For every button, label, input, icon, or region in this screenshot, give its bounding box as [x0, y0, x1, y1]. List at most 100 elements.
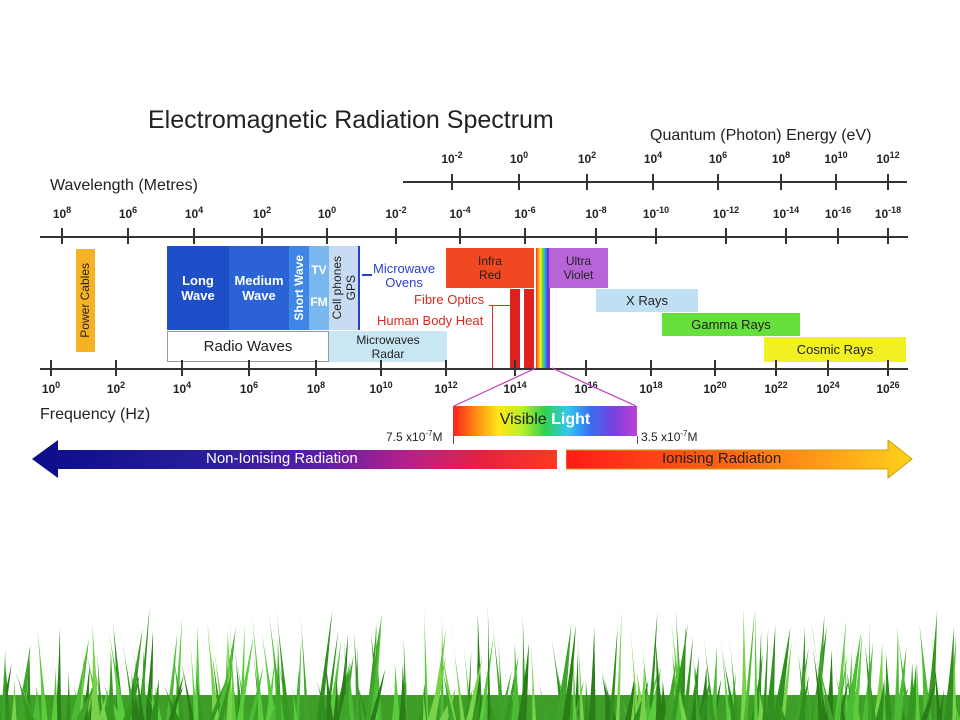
fibre-optics-pointer: [489, 305, 513, 306]
visible-light-word2: Light: [551, 411, 591, 428]
frequency-axis-tick: [315, 360, 317, 376]
microwaves-radar-band: Microwaves Radar: [329, 331, 447, 362]
non-ionising-label: Non-Ionising Radiation: [206, 450, 358, 467]
energy-axis-tick-label: 10-2: [441, 150, 463, 166]
energy-axis-tick-label: 100: [509, 150, 529, 166]
visible-light-band: Visible Light: [453, 406, 637, 436]
short-wave-label: Short Wave: [291, 255, 306, 321]
energy-axis-tick-label: 1010: [824, 150, 848, 166]
long-wave-band: Long Wave: [167, 246, 229, 330]
energy-axis-tick-label: 1012: [876, 150, 900, 166]
energy-axis-tick-label: 106: [708, 150, 728, 166]
wavelength-axis-tick-label: 10-18: [874, 205, 902, 221]
gamma-rays-band: Gamma Rays: [662, 313, 800, 336]
frequency-axis-tick: [775, 360, 777, 376]
frequency-axis-tick-label: 1016: [574, 380, 598, 396]
wavelength-axis-tick-label: 10-14: [772, 205, 800, 221]
wavelength-axis-tick: [524, 228, 526, 244]
frequency-axis-tick: [50, 360, 52, 376]
x-rays-band: X Rays: [596, 289, 698, 312]
frequency-axis-tick-label: 1026: [876, 380, 900, 396]
frequency-axis-tick-label: 1018: [639, 380, 663, 396]
visible-light-word1: Visible: [499, 411, 547, 428]
tv-fm-band: TV FM: [309, 246, 329, 330]
wavelength-axis-tick-label: 106: [118, 205, 138, 221]
wavelength-axis-tick-label: 10-2: [385, 205, 407, 221]
energy-axis-tick: [586, 174, 588, 190]
wavelength-axis-tick-label: 104: [184, 205, 204, 221]
frequency-axis-tick-label: 1012: [434, 380, 458, 396]
gps-marker-line: [358, 246, 360, 330]
x-rays-label: X Rays: [626, 293, 668, 308]
wavelength-axis-tick-label: 108: [52, 205, 72, 221]
infra-red-bar: [524, 289, 534, 369]
fibre-optics-label: Fibre Optics: [414, 292, 485, 307]
ionising-arrow: [566, 440, 913, 480]
visible-light-callout-lines: [453, 367, 637, 407]
long-wave-label: Long Wave: [181, 273, 215, 303]
wavelength-axis-tick: [887, 228, 889, 244]
energy-axis-label: Quantum (Photon) Energy (eV): [650, 127, 872, 144]
power-cables-label: Power Cables: [78, 263, 92, 338]
radio-waves-band: Radio Waves: [167, 331, 329, 362]
frequency-axis-tick: [585, 360, 587, 376]
frequency-axis-tick: [650, 360, 652, 376]
wavelength-axis-tick-label: 10-16: [824, 205, 852, 221]
infra-red-band: Infra Red: [446, 248, 534, 288]
microwave-ovens-label: Microwave Ovens: [373, 261, 436, 290]
wavelength-axis-tick: [326, 228, 328, 244]
energy-axis-tick: [717, 174, 719, 190]
frequency-axis-tick: [115, 360, 117, 376]
wavelength-axis-tick: [193, 228, 195, 244]
frequency-axis-tick-label: 100: [41, 380, 61, 396]
grass-decoration: [0, 605, 960, 720]
energy-axis-line: [403, 181, 907, 183]
wavelength-axis-tick-label: 100: [317, 205, 337, 221]
frequency-axis-tick-label: 104: [172, 380, 192, 396]
frequency-axis-tick: [248, 360, 250, 376]
ionising-label: Ionising Radiation: [662, 450, 782, 467]
energy-axis-tick-label: 108: [771, 150, 791, 166]
energy-axis-tick: [451, 174, 453, 190]
wavelength-axis-tick: [785, 228, 787, 244]
visible-spectrum-strip: [536, 248, 550, 369]
energy-axis-tick-label: 102: [577, 150, 597, 166]
wavelength-axis-tick: [61, 228, 63, 244]
frequency-axis-tick: [887, 360, 889, 376]
wavelength-axis-tick: [725, 228, 727, 244]
energy-axis-tick: [652, 174, 654, 190]
wavelength-axis-tick: [127, 228, 129, 244]
frequency-axis-label: Frequency (Hz): [40, 406, 151, 423]
frequency-axis-tick: [827, 360, 829, 376]
cosmic-rays-label: Cosmic Rays: [796, 342, 874, 357]
ultra-violet-band: Ultra Violet: [549, 248, 608, 288]
ultra-violet-label: Ultra Violet: [563, 254, 594, 282]
energy-axis-tick: [518, 174, 520, 190]
gamma-rays-label: Gamma Rays: [691, 317, 771, 332]
medium-wave-label: Medium Wave: [234, 273, 284, 303]
visible-right-tick: [637, 436, 638, 444]
energy-axis-tick: [780, 174, 782, 190]
frequency-axis-tick: [181, 360, 183, 376]
energy-axis-tick: [835, 174, 837, 190]
frequency-axis-tick: [514, 360, 516, 376]
wavelength-axis-label: Wavelength (Metres): [50, 177, 198, 194]
frequency-axis-tick: [380, 360, 382, 376]
frequency-axis-tick-label: 1020: [703, 380, 727, 396]
frequency-axis-tick: [714, 360, 716, 376]
wavelength-axis-tick: [261, 228, 263, 244]
frequency-axis-tick-label: 1022: [764, 380, 788, 396]
fm-label: FM: [310, 295, 328, 309]
wavelength-axis-tick: [655, 228, 657, 244]
short-wave-band: Short Wave: [289, 246, 309, 330]
cosmic-rays-band: Cosmic Rays: [764, 337, 906, 362]
frequency-axis-tick-label: 102: [106, 380, 126, 396]
energy-axis-tick: [887, 174, 889, 190]
power-cables-band: Power Cables: [76, 249, 95, 352]
wavelength-axis-tick-label: 10-10: [642, 205, 670, 221]
wavelength-axis-tick: [395, 228, 397, 244]
non-ionising-arrow: [32, 440, 557, 478]
cell-gps-band: Cell phones GPS: [329, 246, 359, 330]
wavelength-axis-tick: [837, 228, 839, 244]
microwaves-radar-label: Microwaves Radar: [356, 332, 420, 361]
